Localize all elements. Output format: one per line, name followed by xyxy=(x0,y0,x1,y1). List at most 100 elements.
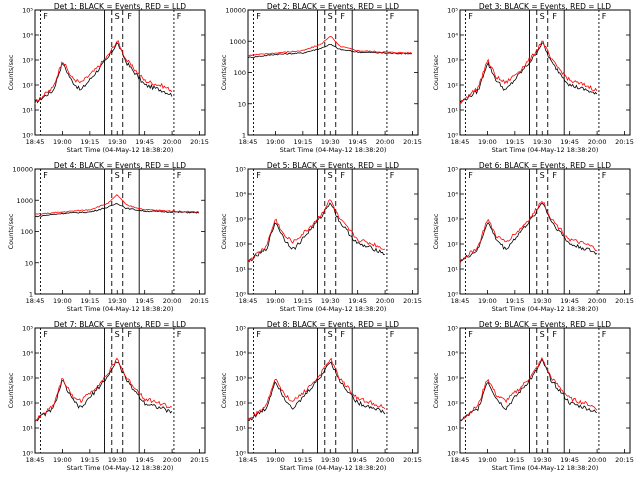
det4-frame xyxy=(34,168,206,295)
det6-frame xyxy=(459,168,631,295)
det9-ytick-label: 10⁵ xyxy=(447,325,458,333)
det1-xtick-label: 19:30 xyxy=(108,138,127,146)
det7-xtick-label: 19:00 xyxy=(53,456,72,464)
det2-title: Det 2: BLACK = Events, RED = LLD xyxy=(267,2,399,11)
det7-series-lld xyxy=(34,357,173,422)
det3-ytick-label: 10⁴ xyxy=(447,32,458,40)
det4-xtick-label: 19:45 xyxy=(135,297,154,305)
det1-frame xyxy=(34,9,206,136)
det2-marker-label: F xyxy=(390,12,395,21)
det3-xtick-label: 20:00 xyxy=(588,138,607,146)
det8-frame xyxy=(247,327,419,454)
det9-xtick-label: 19:00 xyxy=(478,456,497,464)
det6-xlabel: Start Time (04-May-12 18:38:20) xyxy=(492,305,599,313)
det1-title: Det 1: BLACK = Events, RED = LLD xyxy=(54,2,186,11)
det6-marker-label: F xyxy=(602,171,607,180)
det5-series-lld xyxy=(247,199,386,263)
det2-series-lld xyxy=(247,36,412,57)
det9-series-lld xyxy=(459,356,598,421)
det5-marker-label: F xyxy=(340,171,345,180)
det8-marker-label: F xyxy=(390,330,395,339)
det6-ytick-label: 10³ xyxy=(447,216,458,224)
det4-ytick-label: 100 xyxy=(21,228,33,236)
det1-xtick-label: 20:15 xyxy=(190,138,209,146)
det6-series-events xyxy=(459,202,598,264)
det8-xtick-label: 20:15 xyxy=(403,456,422,464)
det2-series-events xyxy=(247,44,412,59)
det2-marker-label: F xyxy=(256,12,261,21)
det2-xtick-label: 19:00 xyxy=(266,138,285,146)
det3-ytick-label: 10² xyxy=(447,82,458,90)
det2-frame xyxy=(247,9,419,136)
det2-xtick-label: 19:45 xyxy=(348,138,367,146)
det7-series-events xyxy=(34,361,173,422)
det3-xtick-label: 19:00 xyxy=(478,138,497,146)
det5-xtick-label: 19:15 xyxy=(293,297,312,305)
det4-xtick-label: 19:00 xyxy=(53,297,72,305)
det6-xtick-label: 20:00 xyxy=(588,297,607,305)
det7-frame xyxy=(34,327,206,454)
det4-ytick-label: 1 xyxy=(29,291,33,299)
det5-ytick-label: 10⁴ xyxy=(235,191,246,199)
det3-series-events xyxy=(459,42,598,104)
det5-marker-label: S xyxy=(328,171,333,180)
det3-xtick-label: 19:45 xyxy=(560,138,579,146)
det9-title: Det 9: BLACK = Events, RED = LLD xyxy=(479,320,611,329)
det1-xtick-label: 20:00 xyxy=(163,138,182,146)
det7-xtick-label: 20:00 xyxy=(163,456,182,464)
det5-ytick-label: 10⁰ xyxy=(235,291,246,299)
det5-ytick-label: 10⁵ xyxy=(235,166,246,174)
det8-xtick-label: 19:45 xyxy=(348,456,367,464)
det3-xtick-label: 19:30 xyxy=(533,138,552,146)
det4-marker-label: S xyxy=(115,171,120,180)
det8-ytick-label: 10¹ xyxy=(235,425,246,433)
det2-ytick-label: 10 xyxy=(238,100,246,108)
det5-ytick-label: 10³ xyxy=(235,216,246,224)
det2-marker-label: S xyxy=(328,12,333,21)
det6-xtick-label: 19:00 xyxy=(478,297,497,305)
det3-ytick-label: 10³ xyxy=(447,57,458,65)
det2-xtick-label: 19:15 xyxy=(293,138,312,146)
det9-ytick-label: 10¹ xyxy=(447,425,458,433)
det7-xtick-label: 19:45 xyxy=(135,456,154,464)
det4-ytick-label: 10 xyxy=(25,259,33,267)
det5-xtick-label: 20:00 xyxy=(376,297,395,305)
det5-series-events xyxy=(247,202,385,262)
det8-title: Det 8: BLACK = Events, RED = LLD xyxy=(267,320,399,329)
det1-ytick-label: 10³ xyxy=(22,57,33,65)
det7-ytick-label: 10⁴ xyxy=(22,350,33,358)
det4-marker-label: F xyxy=(177,171,182,180)
det9-xlabel: Start Time (04-May-12 18:38:20) xyxy=(492,464,599,472)
det7-xtick-label: 19:15 xyxy=(80,456,99,464)
det4-ylabel: Counts/sec xyxy=(7,213,15,249)
det2-ytick-label: 10000 xyxy=(225,7,246,15)
det9-marker-label: F xyxy=(602,330,607,339)
det1-ytick-label: 10¹ xyxy=(22,107,33,115)
det4-xtick-label: 20:00 xyxy=(163,297,182,305)
det6-ytick-label: 10⁵ xyxy=(447,166,458,174)
det4-xtick-label: 20:15 xyxy=(190,297,209,305)
det7-marker-label: F xyxy=(127,330,132,339)
det7-ytick-label: 10⁵ xyxy=(22,325,33,333)
det8-ytick-label: 10⁴ xyxy=(235,350,246,358)
det9-frame xyxy=(459,327,631,454)
det1-ytick-label: 10⁴ xyxy=(22,32,33,40)
det6-marker-label: S xyxy=(540,171,545,180)
det3-xtick-label: 19:15 xyxy=(505,138,524,146)
det5-ytick-label: 10² xyxy=(235,241,246,249)
det9-ylabel: Counts/sec xyxy=(432,372,440,408)
det5-marker-label: F xyxy=(390,171,395,180)
det1-ytick-label: 10⁰ xyxy=(22,132,33,140)
det1-xtick-label: 19:15 xyxy=(80,138,99,146)
det3-title: Det 3: BLACK = Events, RED = LLD xyxy=(479,2,611,11)
det6-ytick-label: 10⁴ xyxy=(447,191,458,199)
det4-xtick-label: 19:30 xyxy=(108,297,127,305)
det6-xtick-label: 20:15 xyxy=(615,297,634,305)
det6-ytick-label: 10⁰ xyxy=(447,291,458,299)
det2-xtick-label: 18:45 xyxy=(239,138,258,146)
det9-series-events xyxy=(459,358,598,422)
det7-marker-label: F xyxy=(177,330,182,339)
det9-xtick-label: 18:45 xyxy=(451,456,470,464)
